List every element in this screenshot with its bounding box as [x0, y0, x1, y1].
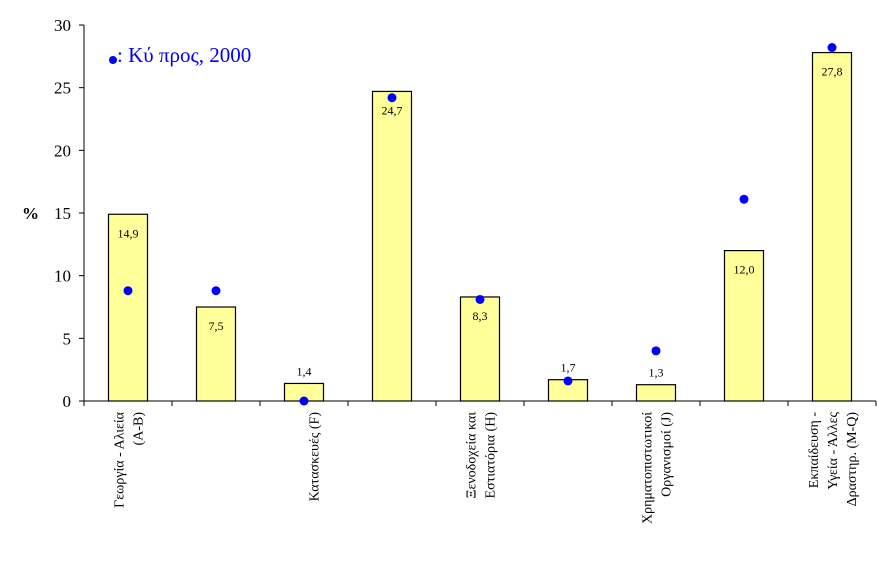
- bars: [107, 51, 853, 402]
- y-tick-label: 0: [63, 392, 72, 411]
- category-label: Εστιατόρια (H): [484, 412, 499, 499]
- y-tick-label: 15: [54, 204, 71, 223]
- category-label: Γεωργία - Αλιεία: [113, 411, 128, 507]
- data-label: 1,4: [297, 364, 312, 378]
- data-label: 24,7: [382, 103, 403, 117]
- data-point: [387, 93, 397, 103]
- data-label: 27,8: [822, 65, 843, 79]
- y-tick-label: 20: [54, 141, 71, 160]
- bar: [195, 306, 237, 402]
- legend: : Κύ προς, 2000: [109, 43, 251, 67]
- category-label: Κατασκευές (F): [308, 412, 323, 502]
- data-labels: 14,9 7,5 1,4 24,7 8,3 1,7 1,3 12,0 27,8: [118, 65, 843, 380]
- data-label: 1,3: [649, 366, 664, 380]
- bar: [459, 296, 501, 402]
- category-label: (A-B): [132, 412, 147, 446]
- points: [123, 43, 837, 406]
- data-point: [475, 294, 485, 304]
- data-point: [123, 286, 133, 296]
- data-point: [299, 396, 309, 406]
- category-label: Εκπαίδευση -: [807, 412, 822, 489]
- category-labels: Γεωργία - Αλιεία (A-B) Κατασκευές (F) Ξενοδ…: [113, 411, 861, 524]
- category-label: Χρηματοπιστωτικοί: [641, 412, 656, 524]
- bar: [371, 90, 413, 402]
- category-label: Δραστηρ. (M-Q): [845, 412, 860, 507]
- y-tick-label: 5: [63, 329, 72, 348]
- legend-marker: [109, 56, 117, 64]
- bar: [107, 213, 149, 402]
- data-label: 1,7: [561, 361, 576, 375]
- data-label: 14,9: [118, 226, 139, 240]
- y-tick-label: 30: [54, 16, 71, 35]
- data-label: 8,3: [473, 309, 488, 323]
- category-label: Ξενοδοχεία και: [465, 412, 480, 499]
- bar: [635, 384, 677, 402]
- data-label: 12,0: [734, 263, 755, 277]
- data-label: 7,5: [209, 319, 224, 333]
- category-label: Υγεία - Άλλες: [826, 412, 841, 490]
- data-point: [739, 194, 749, 204]
- y-tick-label: 25: [54, 79, 71, 98]
- bar: [723, 250, 765, 402]
- y-axis-label: %: [22, 204, 39, 223]
- data-point: [827, 43, 837, 53]
- data-point: [211, 286, 221, 296]
- data-point: [563, 376, 573, 386]
- legend-text: : Κύ προς, 2000: [117, 43, 251, 67]
- data-point: [651, 346, 661, 356]
- bar: [811, 51, 853, 402]
- category-label: Οργανισμοί (J): [660, 412, 675, 497]
- y-tick-label: 10: [54, 267, 71, 286]
